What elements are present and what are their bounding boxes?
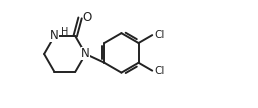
Text: H: H [61,27,68,37]
Text: Cl: Cl [154,30,165,40]
Text: N: N [50,29,59,42]
Text: N: N [81,48,90,60]
Text: O: O [83,11,92,24]
Text: Cl: Cl [154,66,165,76]
